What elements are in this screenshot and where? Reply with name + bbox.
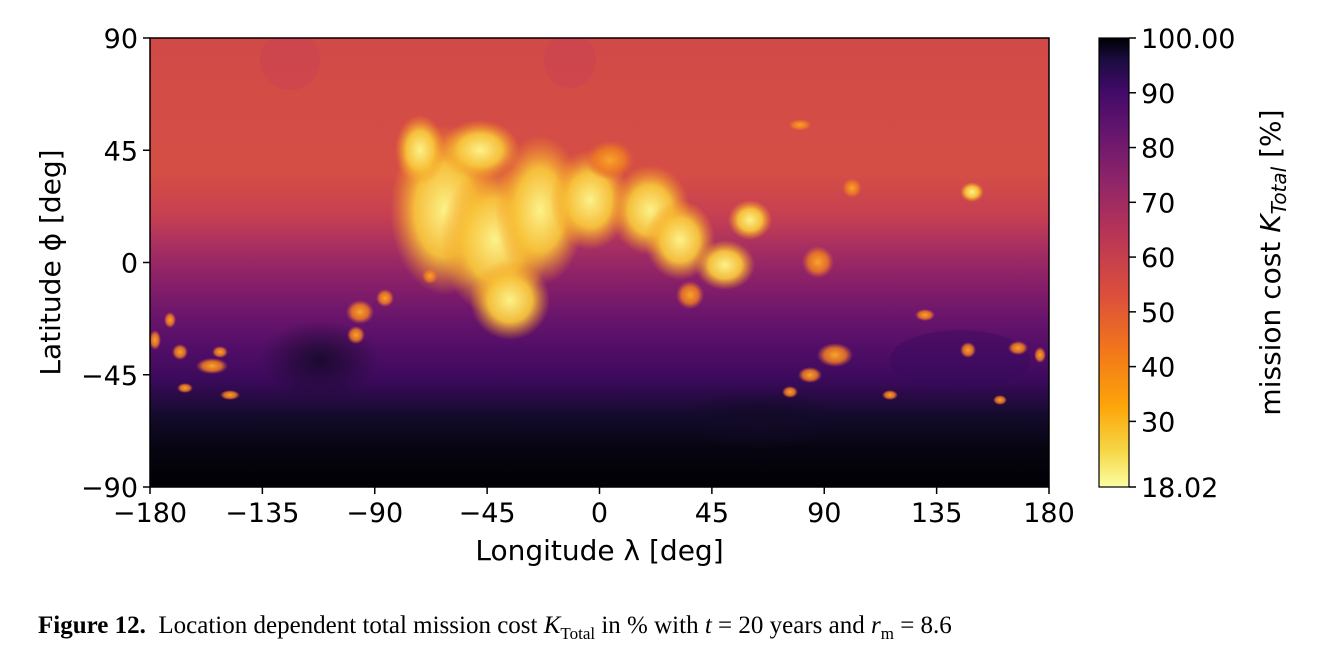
colorbar-title-symbol: K [1254,212,1287,233]
x-tick-label: 135 [911,498,963,529]
colorbar-title-suffix: [%] [1254,109,1287,166]
colorbar-tick-label: 18.02 [1141,473,1218,504]
figure: −180 −135 −90 −45 0 45 90 135 180 90 45 0 −45 −90 Lo… [34,24,1291,567]
caption-t-value: = 20 [711,612,764,639]
x-tick-label: 90 [807,498,841,529]
colorbar-tick-label: 40 [1141,353,1175,384]
colorbar-tick-label: 60 [1141,243,1175,274]
colorbar-ticks: 100.00 90 80 70 60 50 40 30 18.02 [1129,24,1235,504]
colorbar-tick-label: 70 [1141,188,1175,219]
figure-caption: Figure 12. Location dependent total miss… [38,612,1308,644]
x-axis-title: Longitude λ [deg] [475,534,723,567]
colorbar-title-prefix: mission cost [1254,233,1287,416]
x-tick-label: −45 [459,498,516,529]
heatmap-shade [890,330,1030,390]
caption-text-3: years and [769,612,865,639]
caption-k-symbol: K [543,612,561,639]
colorbar-tick-label: 100.00 [1141,24,1235,55]
colorbar [1098,37,1130,488]
caption-text-2: in % with [601,612,699,639]
x-tick-label: 0 [591,498,608,529]
heatmap-shade [680,390,840,450]
y-axis-title: Latitude ϕ [deg] [34,149,67,375]
caption-r-sub: m [880,624,894,643]
low-cost-spots [150,119,1046,405]
x-tick-label: −90 [346,498,403,529]
y-axis-ticks: 90 45 0 −45 −90 [81,24,150,504]
x-tick-label: −135 [225,498,299,529]
heatmap-plot-area [150,38,1049,487]
caption-label: Figure 12. [38,612,146,639]
colorbar-title-sub: Total [1267,166,1291,214]
colorbar-tick-label: 80 [1141,134,1175,165]
heatmap-background [150,38,1049,487]
x-axis-ticks: −180 −135 −90 −45 0 45 90 135 180 [113,487,1075,529]
caption-t-symbol: t [704,612,712,639]
x-tick-label: 180 [1023,498,1075,529]
colorbar-title: mission cost KTotal [%] [1254,109,1291,415]
y-tick-label: 45 [104,136,138,167]
caption-r-value: = 8.6 [893,612,952,639]
x-tick-label: 45 [695,498,729,529]
caption-k-sub: Total [560,624,596,643]
x-tick-label: −180 [113,498,187,529]
y-tick-label: 90 [104,24,138,55]
heatmap-shade [260,38,320,90]
low-cost-region-main [390,115,772,340]
y-tick-label: −90 [81,473,138,504]
caption-r-symbol: r [870,612,881,639]
colorbar-tick-label: 30 [1141,407,1175,438]
caption-text-1: Location dependent total mission cost [158,612,538,639]
colorbar-tick-label: 90 [1141,79,1175,110]
y-tick-label: 0 [121,249,138,280]
y-tick-label: −45 [81,361,138,392]
colorbar-tick-label: 50 [1141,298,1175,329]
heatmap-shade [544,38,596,88]
